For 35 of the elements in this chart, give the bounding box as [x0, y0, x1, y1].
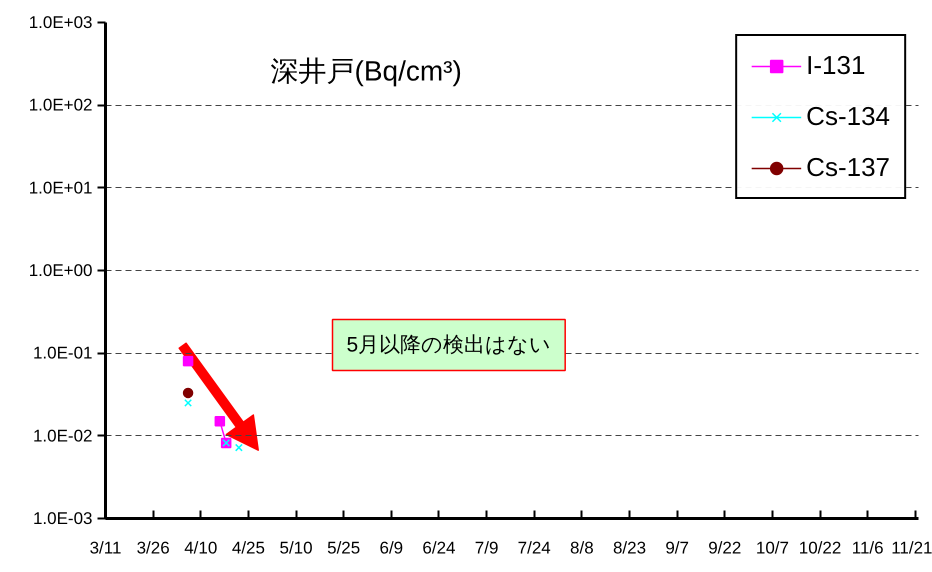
- x-tick-label: 9/7: [665, 538, 689, 558]
- x-tick-label: 7/9: [474, 538, 498, 558]
- x-tick-label: 9/22: [708, 538, 742, 558]
- legend-label: Cs-134: [806, 101, 890, 132]
- y-tick-label: 1.0E-02: [32, 426, 93, 446]
- x-tick-label: 8/23: [612, 538, 646, 558]
- y-tick-label: 1.0E+01: [28, 178, 93, 198]
- y-tick-label: 1.0E+00: [28, 261, 93, 280]
- legend-label: Cs-137: [806, 152, 890, 183]
- x-tick-label: 10/7: [756, 538, 789, 558]
- x-tick-label: 4/10: [184, 538, 218, 558]
- point: [214, 416, 226, 427]
- x-tick-label: 8/8: [570, 538, 594, 558]
- x-tick-label: 11/6: [852, 538, 884, 558]
- x-tick-label: 3/26: [136, 538, 170, 558]
- x-tick-label: 10/22: [798, 538, 842, 558]
- x-tick-label: 11/21: [891, 538, 932, 558]
- y-tick-label: 1.0E+03: [28, 13, 93, 32]
- x-tick-label: 7/24: [518, 538, 551, 558]
- point: [182, 356, 194, 366]
- y-tick-label: 1.0E-01: [32, 344, 93, 363]
- text: 深井戸(Bq/cm³): [270, 56, 462, 86]
- x-tick-label: 5/25: [327, 538, 360, 558]
- x-tick-label: 3/11: [90, 538, 122, 558]
- annotation: 5月以降の検出はない: [346, 334, 552, 356]
- y-tick-label: 1.0E-03: [32, 509, 93, 528]
- x-tick-label: 6/9: [380, 538, 404, 558]
- point: [234, 444, 243, 452]
- x-tick-label: 5/10: [280, 538, 313, 558]
- point: [184, 399, 192, 407]
- point: [182, 388, 194, 398]
- y-tick-label: 1.0E+02: [28, 96, 93, 115]
- x-tick-label: 4/25: [232, 538, 265, 558]
- legend-label: I-131: [806, 50, 866, 81]
- x-tick-label: 6/24: [422, 538, 456, 558]
